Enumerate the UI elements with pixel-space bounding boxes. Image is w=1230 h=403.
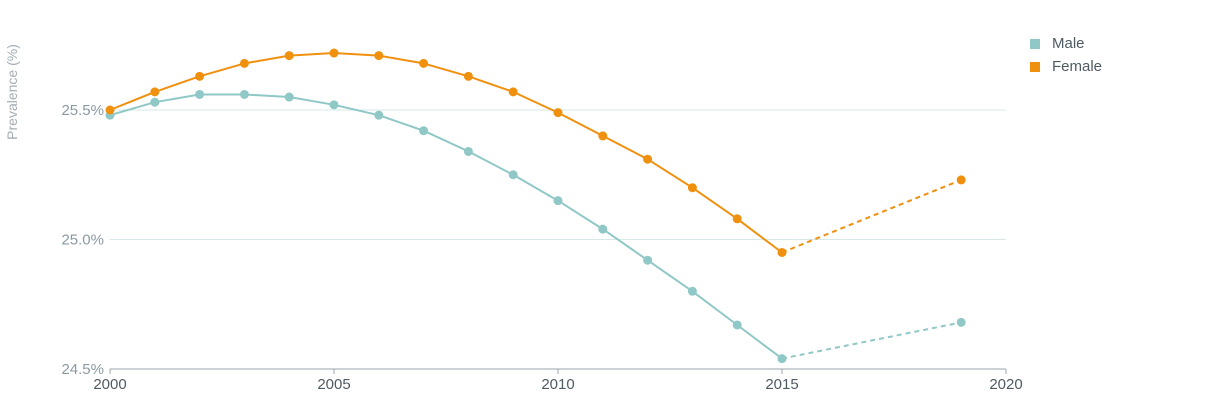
data-point xyxy=(777,247,787,257)
data-point xyxy=(687,183,697,193)
data-point xyxy=(956,175,966,185)
series-line-projected xyxy=(781,178,962,254)
legend-item-female[interactable]: Female xyxy=(1030,55,1102,78)
data-point xyxy=(284,92,294,102)
data-point xyxy=(463,71,473,81)
data-point xyxy=(329,48,339,58)
legend-swatch-male xyxy=(1030,38,1040,49)
data-point xyxy=(374,110,384,120)
data-point xyxy=(374,51,384,61)
data-point xyxy=(195,89,205,99)
series-layer xyxy=(105,48,966,364)
data-point xyxy=(732,320,742,330)
data-point xyxy=(329,100,339,110)
series-male xyxy=(105,89,966,364)
data-point xyxy=(284,51,294,61)
x-tick-label: 2015 xyxy=(765,376,798,393)
series-line-solid xyxy=(109,52,783,254)
data-point xyxy=(195,71,205,81)
data-point xyxy=(687,286,697,296)
data-point xyxy=(150,97,160,107)
y-tick-label: 24.5% xyxy=(61,361,104,378)
data-point xyxy=(777,354,787,364)
grid-lines xyxy=(110,109,1006,240)
series-line-projected xyxy=(781,321,962,360)
legend-item-male[interactable]: Male xyxy=(1030,32,1102,55)
y-tick-label: 25.5% xyxy=(61,102,104,119)
data-point xyxy=(239,89,249,99)
data-point xyxy=(732,214,742,224)
data-point xyxy=(419,58,429,68)
series-line-solid xyxy=(109,93,783,360)
data-point xyxy=(956,317,966,327)
data-point xyxy=(598,224,608,234)
x-tick-label: 2000 xyxy=(93,376,126,393)
data-point xyxy=(105,105,115,115)
data-point xyxy=(643,154,653,164)
data-point xyxy=(463,146,473,156)
legend-label-male: Male xyxy=(1052,35,1085,52)
series-female xyxy=(105,48,966,257)
legend: Male Female xyxy=(1030,32,1102,78)
data-point xyxy=(553,196,563,206)
x-tick-label: 2005 xyxy=(317,376,350,393)
data-point xyxy=(419,126,429,136)
data-point xyxy=(553,108,563,118)
x-tick-label: 2010 xyxy=(541,376,574,393)
data-point xyxy=(643,255,653,265)
data-point xyxy=(239,58,249,68)
legend-label-female: Female xyxy=(1052,58,1103,75)
data-point xyxy=(508,87,518,97)
x-tick-label: 2020 xyxy=(989,376,1022,393)
data-point xyxy=(150,87,160,97)
y-tick-label: 25.0% xyxy=(61,232,104,249)
legend-swatch-female xyxy=(1030,61,1040,72)
data-point xyxy=(598,131,608,141)
axes: 24.5% 25.0% 25.5% 2000 2005 2010 2015 2020 xyxy=(61,102,1022,393)
data-point xyxy=(508,170,518,180)
y-axis-label: Prevalence (%) xyxy=(4,44,20,140)
